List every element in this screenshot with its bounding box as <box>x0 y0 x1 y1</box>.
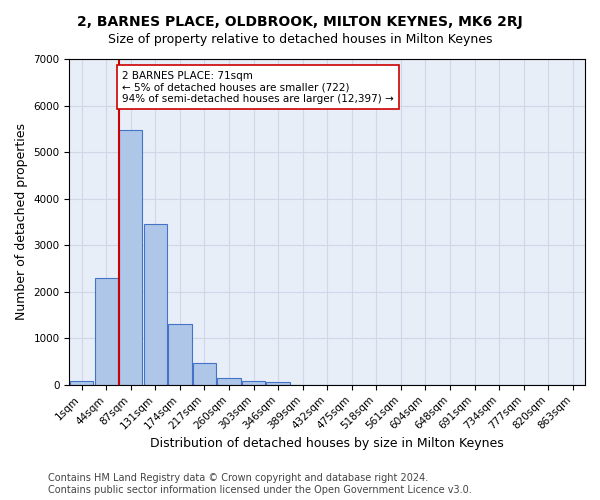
Text: Size of property relative to detached houses in Milton Keynes: Size of property relative to detached ho… <box>108 32 492 46</box>
Bar <box>266 382 290 385</box>
Text: Contains HM Land Registry data © Crown copyright and database right 2024.
Contai: Contains HM Land Registry data © Crown c… <box>48 474 472 495</box>
Bar <box>242 381 265 385</box>
Bar <box>119 130 142 385</box>
Bar <box>95 278 118 385</box>
Bar <box>217 378 241 385</box>
Text: 2 BARNES PLACE: 71sqm
← 5% of detached houses are smaller (722)
94% of semi-deta: 2 BARNES PLACE: 71sqm ← 5% of detached h… <box>122 70 394 104</box>
Bar <box>193 363 216 385</box>
Bar <box>143 224 167 385</box>
X-axis label: Distribution of detached houses by size in Milton Keynes: Distribution of detached houses by size … <box>151 437 504 450</box>
Text: 2, BARNES PLACE, OLDBROOK, MILTON KEYNES, MK6 2RJ: 2, BARNES PLACE, OLDBROOK, MILTON KEYNES… <box>77 15 523 29</box>
Y-axis label: Number of detached properties: Number of detached properties <box>15 124 28 320</box>
Bar <box>168 324 191 385</box>
Bar <box>70 382 94 385</box>
